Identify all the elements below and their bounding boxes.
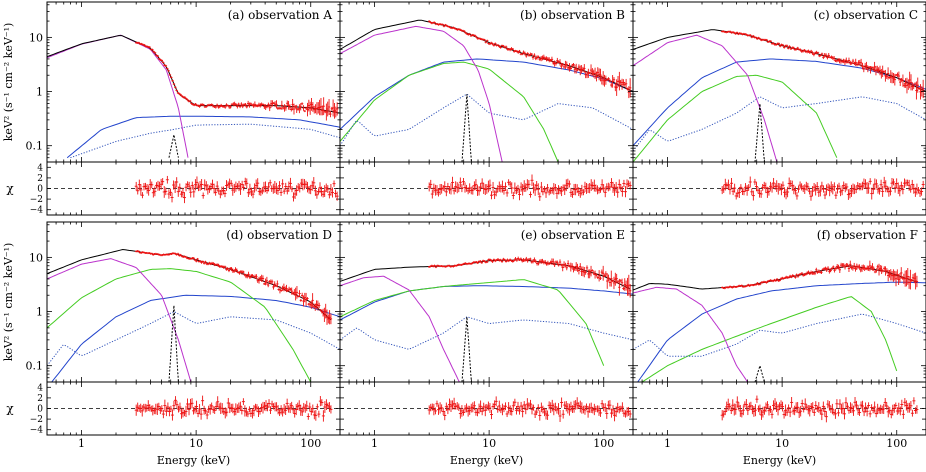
res-y-tick-label-d: 0 bbox=[37, 405, 43, 415]
spectrum-frame-e bbox=[339, 221, 634, 383]
panel-title-e: (e) observation E bbox=[521, 228, 625, 242]
model-reflection-dotted-a bbox=[70, 123, 340, 159]
model-total-f bbox=[633, 265, 918, 291]
model-total-b bbox=[340, 19, 633, 92]
model-iron-line-a bbox=[168, 134, 179, 158]
res-y-tick-label-a: −2 bbox=[30, 195, 43, 205]
model-comptonization-e bbox=[340, 279, 605, 366]
res-y-tick-label-a: −4 bbox=[30, 206, 44, 216]
residual-y-label-2: χ bbox=[6, 402, 14, 416]
model-iron-line-b bbox=[461, 94, 472, 162]
spectrum-frame-b bbox=[339, 1, 634, 163]
model-powerlaw-a bbox=[66, 115, 340, 159]
spectrum-plot-f bbox=[633, 260, 926, 382]
x-tick-label-f: 100 bbox=[886, 437, 907, 450]
model-disk-f bbox=[633, 286, 749, 382]
panel-title-d: (d) observation D bbox=[226, 228, 332, 242]
residual-plot-a bbox=[134, 175, 339, 204]
panel-d bbox=[46, 221, 341, 436]
x-tick-label-e: 10 bbox=[482, 437, 496, 450]
x-tick-label-f: 1 bbox=[664, 437, 671, 450]
x-tick-label-e: 100 bbox=[593, 437, 614, 450]
spectrum-plot-c bbox=[633, 29, 926, 162]
model-powerlaw-d bbox=[51, 294, 340, 382]
y-tick-label-d: 10 bbox=[29, 251, 43, 264]
model-disk-a bbox=[47, 34, 189, 158]
model-reflection-dotted-b bbox=[340, 93, 633, 146]
x-tick-label-f: 10 bbox=[775, 437, 789, 450]
x-axis-label-f: Energy (keV) bbox=[743, 454, 816, 467]
x-tick-label-d: 1 bbox=[78, 437, 85, 450]
model-disk-c bbox=[633, 34, 778, 162]
model-total-d bbox=[47, 248, 332, 321]
model-comptonization-b bbox=[340, 61, 559, 162]
panel-title-a: (a) observation A bbox=[228, 8, 333, 22]
y-tick-label-d: 1 bbox=[36, 306, 43, 319]
y-tick-label-d: 0.1 bbox=[26, 360, 44, 373]
y-tick-label-a: 0.1 bbox=[26, 140, 44, 153]
res-y-tick-label-d: −2 bbox=[30, 415, 43, 425]
panel-b bbox=[339, 1, 634, 216]
x-tick-label-d: 10 bbox=[189, 437, 203, 450]
panel-f bbox=[632, 221, 926, 436]
spectrum-plot-b bbox=[340, 19, 633, 162]
model-iron-line-d bbox=[168, 305, 179, 382]
spectrum-plot-d bbox=[47, 248, 340, 382]
x-tick-label-e: 1 bbox=[371, 437, 378, 450]
model-comptonization-d bbox=[47, 268, 312, 382]
res-y-tick-label-d: 4 bbox=[37, 383, 43, 393]
x-tick-label-d: 100 bbox=[300, 437, 321, 450]
x-axis-label-e: Energy (keV) bbox=[450, 454, 523, 467]
model-reflection-dotted-e bbox=[340, 316, 633, 350]
spectrum-frame-d bbox=[46, 221, 341, 383]
spectrum-frame-f bbox=[632, 221, 926, 383]
residual-plot-e bbox=[427, 396, 632, 422]
model-total-e bbox=[340, 259, 631, 290]
residual-plot-f bbox=[720, 395, 919, 423]
res-y-tick-label-a: 2 bbox=[37, 174, 43, 184]
x-axis-label-d: Energy (keV) bbox=[157, 454, 230, 467]
res-y-tick-label-a: 4 bbox=[37, 163, 43, 173]
residual-plot-d bbox=[134, 395, 333, 422]
model-total-a bbox=[47, 35, 340, 114]
spectrum-y-label-2: keV² (s⁻¹ cm⁻² keV⁻¹) bbox=[2, 243, 15, 362]
model-comptonization-c bbox=[633, 74, 838, 162]
spectrum-plot-a bbox=[47, 34, 340, 159]
y-tick-label-a: 10 bbox=[29, 31, 43, 44]
model-disk-b bbox=[340, 25, 503, 162]
res-y-tick-label-a: 0 bbox=[37, 185, 43, 195]
model-reflection-dotted-c bbox=[633, 96, 926, 152]
residual-plot-b bbox=[427, 174, 632, 201]
spectrum-frame-c bbox=[632, 1, 926, 163]
res-y-tick-label-d: 2 bbox=[37, 394, 43, 404]
model-powerlaw-f bbox=[637, 281, 926, 382]
residual-plot-c bbox=[720, 176, 925, 201]
y-tick-label-a: 1 bbox=[36, 86, 43, 99]
model-powerlaw-c bbox=[633, 58, 926, 147]
panel-e bbox=[339, 221, 634, 436]
model-disk-d bbox=[47, 258, 192, 382]
model-disk-e bbox=[340, 275, 460, 382]
model-powerlaw-e bbox=[340, 285, 633, 321]
model-iron-line-c bbox=[754, 103, 765, 162]
model-reflection-dotted-d bbox=[47, 311, 340, 367]
spectrum-plot-e bbox=[340, 256, 633, 382]
model-comptonization-f bbox=[641, 296, 898, 382]
panel-title-f: (f) observation F bbox=[817, 228, 918, 242]
model-iron-line-f bbox=[754, 363, 765, 382]
model-reflection-dotted-f bbox=[633, 313, 926, 357]
model-iron-line-e bbox=[461, 316, 472, 382]
panel-c bbox=[632, 1, 926, 216]
spectrum-y-label-1: keV² (s⁻¹ cm⁻² keV⁻¹) bbox=[2, 23, 15, 142]
panel-title-c: (c) observation C bbox=[814, 8, 918, 22]
residual-y-label-1: χ bbox=[6, 182, 14, 196]
model-total-c bbox=[633, 29, 926, 92]
panel-a bbox=[46, 1, 341, 216]
panel-title-b: (b) observation B bbox=[520, 8, 625, 22]
res-y-tick-label-d: −4 bbox=[30, 426, 44, 436]
model-powerlaw-b bbox=[340, 58, 633, 130]
